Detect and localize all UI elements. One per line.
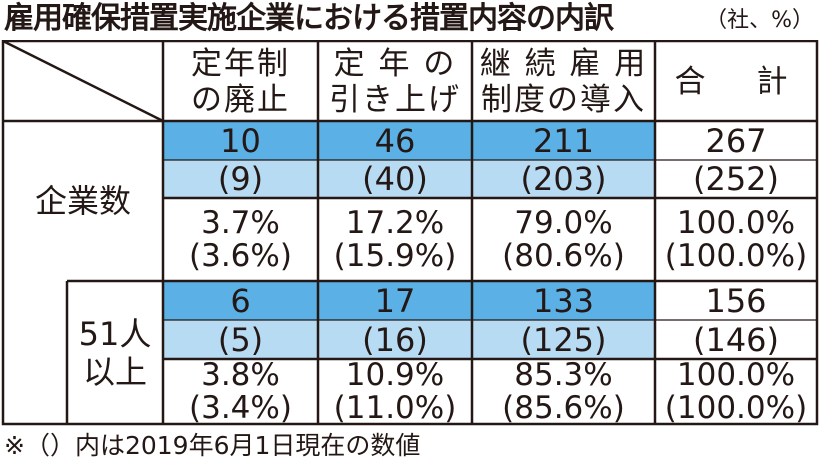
pct-cell: 17.2% (15.9%) [318,198,472,281]
count-band-2 [163,281,655,320]
header-total: 合 計 [655,43,817,121]
pct-cell: 3.7% (3.6%) [163,198,318,281]
header-line: 定年制 [191,46,290,82]
pct-value: 17.2% [345,204,445,241]
header-abolish-retirement: 定年制 の廃止 [163,43,318,121]
data-table: 定年制 の廃止 定 年 の 引き上げ 継 続 雇 用 制度の導入 合 計 企業数… [0,40,820,426]
count-prev-cell: (16) [362,320,428,359]
pct-value: 3.7% [201,204,280,241]
count-cell: 46 [374,121,416,160]
count-prev-cell: (125) [520,320,607,359]
count-cell: 133 [532,281,595,320]
count-cell: 6 [230,281,251,320]
count-band-1 [163,121,655,160]
count-prev-cell: (252) [692,160,780,198]
count-prev-band-1 [163,160,655,198]
header-line: 制度の導入 [481,82,646,118]
pct-prev-value: (100.0%) [664,389,808,426]
header-line: 引き上げ [329,82,461,118]
table-grid [1,40,819,426]
count-prev-cell: (203) [520,160,607,198]
count-cell: 17 [374,281,416,320]
count-cell: 10 [220,121,261,160]
pct-cell: 10.9% (11.0%) [318,356,472,426]
pct-cell: 100.0% (100.0%) [655,356,817,426]
row-label-companies: 企業数 [3,121,163,281]
count-cell: 211 [532,121,595,160]
header-line: 合 計 [674,64,798,100]
header-raise-retirement-age: 定 年 の 引き上げ [318,43,472,121]
pct-cell: 85.3% (85.6%) [472,356,655,426]
pct-value: 85.3% [514,356,613,393]
pct-value: 100.0% [676,356,796,393]
pct-value: 100.0% [676,204,796,241]
pct-prev-value: (85.6%) [502,389,625,426]
count-prev-band-2 [163,320,655,359]
pct-prev-value: (3.6%) [189,237,292,274]
footnote: ※（）内は2019年6月1日現在の数値 [4,431,421,460]
pct-value: 79.0% [514,204,613,241]
count-cell: 156 [705,281,767,320]
pct-cell: 100.0% (100.0%) [655,198,817,281]
header-line: の廃止 [191,82,290,118]
pct-value: 3.8% [201,356,280,393]
pct-prev-value: (15.9%) [333,237,457,274]
title-row: 雇用確保措置実施企業における措置内容の内訳 （社、%） [0,0,820,40]
row-label-text: 以上 [82,352,147,391]
unit-label: （社、%） [705,8,814,33]
count-prev-cell: (9) [217,160,264,198]
pct-value: 10.9% [345,356,445,393]
pct-prev-value: (100.0%) [664,237,808,274]
table-title: 雇用確保措置実施企業における措置内容の内訳 [4,1,614,36]
row-label-text: 企業数 [34,182,131,220]
header-line: 継 続 雇 用 [479,46,648,82]
count-cell: 267 [705,121,767,160]
row-label-51-plus: 51人 以上 [67,281,163,424]
pct-prev-value: (11.0%) [333,389,457,426]
pct-cell: 3.8% (3.4%) [163,356,318,426]
count-prev-cell: (146) [692,320,780,359]
header-line: 定 年 の [333,46,457,82]
header-continued-employment: 継 続 雇 用 制度の導入 [472,43,655,121]
count-prev-cell: (40) [362,160,428,198]
pct-prev-value: (3.4%) [189,389,292,426]
count-prev-cell: (5) [217,320,264,359]
pct-prev-value: (80.6%) [502,237,625,274]
row-label-text: 51人 [78,314,152,353]
pct-cell: 79.0% (80.6%) [472,198,655,281]
